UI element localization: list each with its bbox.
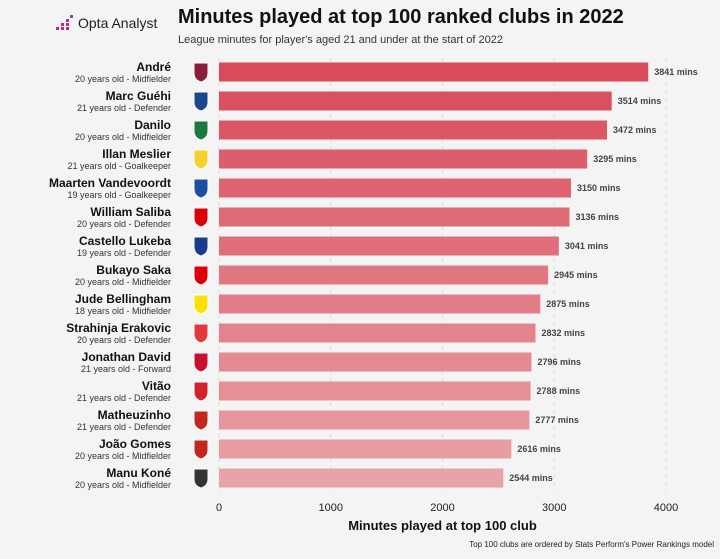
value-label: 2875 mins: [546, 299, 590, 309]
leeds-crest-icon: [193, 149, 209, 170]
player-name: Illan Meslier: [102, 147, 171, 161]
chart-title: Minutes played at top 100 ranked clubs i…: [178, 6, 624, 28]
arsenal-crest-icon: [193, 207, 209, 228]
value-label: 3295 mins: [593, 154, 637, 164]
player-name: João Gomes: [99, 437, 171, 451]
value-label: 3514 mins: [618, 96, 662, 106]
x-tick-label: 2000: [430, 502, 454, 514]
player-info: 21 years old - Forward: [81, 364, 171, 374]
genk-crest-icon: [193, 178, 209, 199]
bar: [219, 120, 607, 140]
player-name: Matheuzinho: [98, 408, 171, 422]
bar: [219, 323, 536, 343]
value-label: 3150 mins: [577, 183, 621, 193]
brand-name: Opta Analyst: [78, 15, 158, 31]
bar: [219, 468, 504, 488]
player-info: 20 years old - Midfielder: [75, 132, 171, 142]
player-name: Strahinja Erakovic: [66, 321, 171, 335]
bar: [219, 178, 572, 198]
lille-crest-icon: [193, 352, 209, 373]
x-tick-label: 4000: [654, 502, 678, 514]
player-info: 21 years old - Defender: [77, 103, 171, 113]
player-info: 21 years old - Defender: [77, 422, 171, 432]
value-label: 2544 mins: [509, 473, 553, 483]
bar: [219, 294, 541, 314]
player-name: Jonathan David: [82, 350, 171, 364]
player-name: Vitão: [142, 379, 171, 393]
dortmund-crest-icon: [193, 294, 209, 315]
player-info: 19 years old - Defender: [77, 248, 171, 258]
player-info: 20 years old - Midfielder: [75, 277, 171, 287]
bar: [219, 265, 549, 285]
opta-logo-icon: [56, 15, 73, 30]
player-info: 19 years old - Goalkeeper: [67, 190, 171, 200]
player-name: William Saliba: [90, 205, 171, 219]
bar: [219, 62, 649, 82]
player-info: 20 years old - Defender: [77, 219, 171, 229]
value-label: 3841 mins: [654, 67, 698, 77]
bar: [219, 236, 559, 256]
player-info: 20 years old - Midfielder: [75, 480, 171, 490]
bar: [219, 207, 570, 227]
bar: [219, 439, 512, 459]
bar: [219, 410, 530, 430]
player-info: 20 years old - Midfielder: [75, 451, 171, 461]
value-label: 2945 mins: [554, 270, 598, 280]
bar: [219, 352, 532, 372]
player-name: Jude Bellingham: [75, 292, 171, 306]
gladbach-crest-icon: [193, 468, 209, 489]
value-label: 2832 mins: [541, 328, 585, 338]
player-name: Danilo: [134, 118, 171, 132]
player-name: Bukayo Saka: [96, 263, 171, 277]
value-label: 2777 mins: [535, 415, 579, 425]
lyon-crest-icon: [193, 236, 209, 257]
x-tick-label: 3000: [542, 502, 566, 514]
flamengo-crest-icon: [193, 439, 209, 460]
crystal-palace-crest-icon: [193, 91, 209, 112]
player-name: Manu Koné: [106, 466, 171, 480]
value-label: 3472 mins: [613, 125, 657, 135]
palmeiras-crest-icon: [193, 120, 209, 141]
bar: [219, 149, 588, 169]
footnote: Top 100 clubs are ordered by Stats Perfo…: [469, 540, 714, 549]
player-name: Marc Guéhi: [106, 89, 171, 103]
player-name: André: [136, 60, 171, 74]
player-name: Castello Lukeba: [79, 234, 171, 248]
arsenal-crest-icon: [193, 265, 209, 286]
value-label: 2796 mins: [537, 357, 581, 367]
value-label: 3041 mins: [565, 241, 609, 251]
chart-subtitle: League minutes for player's aged 21 and …: [178, 34, 503, 46]
x-tick-label: 0: [216, 502, 222, 514]
flamengo-crest-icon: [193, 410, 209, 431]
value-label: 2616 mins: [517, 444, 561, 454]
fluminense-crest-icon: [193, 62, 209, 83]
internacional-crest-icon: [193, 381, 209, 402]
player-info: 21 years old - Defender: [77, 393, 171, 403]
x-axis-label: Minutes played at top 100 club: [348, 518, 537, 533]
bar: [219, 91, 612, 111]
bar: [219, 381, 531, 401]
value-label: 3136 mins: [575, 212, 619, 222]
x-tick-label: 1000: [319, 502, 343, 514]
player-info: 20 years old - Defender: [77, 335, 171, 345]
value-label: 2788 mins: [537, 386, 581, 396]
player-name: Maarten Vandevoordt: [49, 176, 171, 190]
player-info: 21 years old - Goalkeeper: [67, 161, 171, 171]
brand-logo: Opta Analyst: [56, 15, 157, 31]
red-star-crest-icon: [193, 323, 209, 344]
player-info: 18 years old - Midfielder: [75, 306, 171, 316]
player-info: 20 years old - Midfielder: [75, 74, 171, 84]
